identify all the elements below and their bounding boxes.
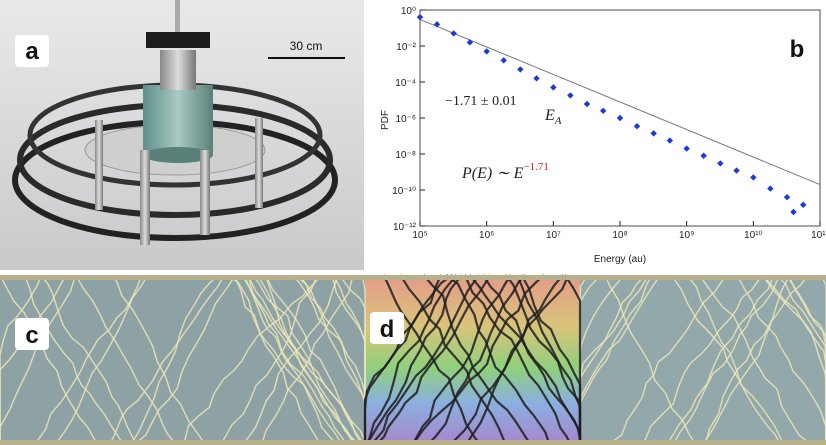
y-tick-label: 10⁻¹⁰ (392, 186, 416, 197)
y-tick-label: 10⁻⁸ (395, 150, 416, 161)
photo-apparatus: 30 cm (0, 0, 364, 270)
panel-label: b (780, 32, 814, 64)
panel-letter: a (25, 38, 39, 65)
y-tick-label: 10⁻¹² (393, 222, 417, 233)
panel-letter: c (25, 322, 38, 349)
x-tick-label: 10¹⁰ (744, 230, 762, 241)
x-axis-label: Energy (au) (594, 254, 646, 265)
symbol: E (544, 107, 555, 124)
law-exponent: −1.71 (523, 161, 548, 173)
x-tick-label: 10⁸ (612, 230, 627, 241)
y-tick-label: 10⁰ (401, 6, 416, 17)
x-tick-label: 10⁶ (479, 230, 494, 241)
strip-border (0, 440, 826, 445)
y-axis-label: PDF (380, 110, 391, 130)
chart-pdf: 10⁵10⁶10⁷10⁸10⁹10¹⁰10¹¹10⁰10⁻²10⁻⁴10⁻⁶10… (365, 0, 826, 270)
y-tick-label: 10⁻² (396, 42, 416, 53)
scale-bar-label: 30 cm (290, 39, 323, 53)
x-tick-label: 10⁷ (546, 230, 561, 241)
photo-strips (0, 275, 826, 445)
x-tick-label: 10⁹ (679, 230, 694, 241)
figure: 30 cm a 10⁵10⁶10⁷10⁸10⁹10¹⁰10¹¹10⁰10⁻²10… (0, 0, 826, 445)
y-tick-label: 10⁻⁴ (395, 78, 416, 89)
y-tick-label: 10⁻⁶ (395, 114, 416, 125)
panel-letter: d (380, 316, 395, 343)
strip-border (0, 275, 826, 280)
law: P(E) ∼ E (461, 165, 524, 182)
panel-label: a (15, 35, 49, 67)
annotation-fit: −1.71 ± 0.01 (445, 94, 517, 109)
panel-letter: b (790, 36, 805, 63)
symbol-sub: A (554, 115, 562, 127)
